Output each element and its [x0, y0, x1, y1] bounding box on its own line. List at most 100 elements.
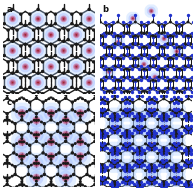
Circle shape	[157, 102, 158, 103]
Circle shape	[16, 186, 17, 187]
Circle shape	[7, 93, 9, 95]
Circle shape	[137, 43, 139, 44]
Circle shape	[71, 101, 73, 103]
Circle shape	[104, 100, 105, 101]
Circle shape	[95, 160, 97, 162]
Circle shape	[160, 117, 161, 119]
Circle shape	[146, 47, 148, 48]
Circle shape	[96, 177, 97, 179]
Circle shape	[114, 166, 115, 168]
Circle shape	[187, 184, 188, 185]
Circle shape	[184, 58, 186, 60]
Circle shape	[114, 186, 115, 187]
Circle shape	[117, 57, 119, 59]
Circle shape	[182, 153, 183, 154]
Circle shape	[144, 153, 146, 154]
Circle shape	[143, 91, 145, 92]
Circle shape	[41, 175, 42, 177]
Circle shape	[6, 163, 8, 164]
Circle shape	[95, 153, 97, 154]
Circle shape	[102, 109, 103, 111]
Circle shape	[175, 149, 177, 151]
Circle shape	[45, 13, 47, 15]
Circle shape	[54, 13, 56, 15]
Circle shape	[89, 119, 91, 120]
Circle shape	[31, 121, 32, 123]
Circle shape	[65, 91, 66, 92]
Circle shape	[157, 143, 158, 145]
Circle shape	[149, 87, 151, 89]
Circle shape	[175, 130, 177, 131]
Circle shape	[89, 160, 91, 162]
Circle shape	[35, 184, 37, 185]
Circle shape	[87, 144, 89, 146]
Circle shape	[29, 187, 31, 189]
Circle shape	[155, 65, 156, 67]
Circle shape	[14, 130, 16, 132]
Circle shape	[42, 152, 44, 154]
Circle shape	[27, 123, 29, 125]
Circle shape	[172, 169, 173, 170]
Circle shape	[82, 156, 83, 157]
Circle shape	[179, 111, 180, 112]
Circle shape	[20, 45, 22, 47]
Circle shape	[102, 99, 104, 100]
Circle shape	[29, 54, 31, 57]
Circle shape	[160, 128, 161, 129]
Circle shape	[101, 149, 103, 151]
Circle shape	[154, 145, 156, 146]
Circle shape	[65, 180, 66, 182]
Circle shape	[163, 153, 164, 154]
Circle shape	[114, 27, 116, 29]
Circle shape	[109, 159, 110, 160]
Circle shape	[160, 162, 161, 163]
Circle shape	[94, 180, 96, 182]
Circle shape	[94, 54, 95, 55]
Circle shape	[187, 116, 188, 117]
Circle shape	[31, 175, 32, 177]
Circle shape	[143, 68, 145, 70]
Circle shape	[176, 180, 177, 181]
Circle shape	[37, 27, 39, 29]
Circle shape	[70, 132, 71, 134]
Circle shape	[120, 119, 121, 120]
Circle shape	[118, 93, 120, 95]
Circle shape	[43, 123, 45, 125]
Circle shape	[21, 155, 22, 157]
Circle shape	[120, 177, 122, 179]
Circle shape	[94, 140, 96, 142]
Circle shape	[138, 132, 140, 134]
Circle shape	[90, 129, 91, 130]
Circle shape	[123, 97, 125, 99]
Circle shape	[94, 163, 96, 164]
Circle shape	[108, 187, 109, 188]
Circle shape	[21, 181, 22, 182]
Circle shape	[147, 111, 149, 112]
Circle shape	[116, 152, 119, 154]
Circle shape	[149, 58, 151, 60]
Circle shape	[58, 109, 60, 111]
Circle shape	[50, 88, 52, 90]
Circle shape	[169, 153, 171, 154]
Circle shape	[182, 119, 183, 120]
Circle shape	[88, 40, 90, 42]
Circle shape	[95, 187, 97, 188]
Circle shape	[77, 112, 79, 114]
Circle shape	[37, 91, 39, 93]
Circle shape	[169, 177, 171, 179]
Circle shape	[96, 77, 98, 79]
Circle shape	[82, 141, 83, 143]
Circle shape	[152, 133, 153, 134]
Circle shape	[126, 136, 128, 137]
Circle shape	[118, 175, 120, 177]
Circle shape	[133, 186, 135, 187]
Circle shape	[126, 43, 129, 45]
Circle shape	[55, 100, 57, 101]
Circle shape	[14, 123, 16, 125]
Circle shape	[151, 177, 152, 179]
Circle shape	[106, 98, 107, 100]
Circle shape	[126, 55, 127, 56]
Circle shape	[109, 102, 111, 104]
Circle shape	[172, 145, 173, 146]
Circle shape	[71, 144, 73, 146]
